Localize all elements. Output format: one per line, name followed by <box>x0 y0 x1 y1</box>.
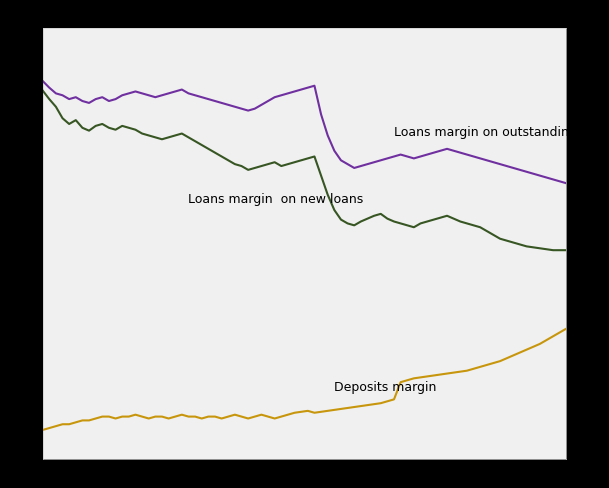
Text: Loans margin on outstanding loans: Loans margin on outstanding loans <box>394 126 609 139</box>
Text: Deposits margin: Deposits margin <box>334 380 437 393</box>
Text: Loans margin  on new loans: Loans margin on new loans <box>188 193 364 206</box>
